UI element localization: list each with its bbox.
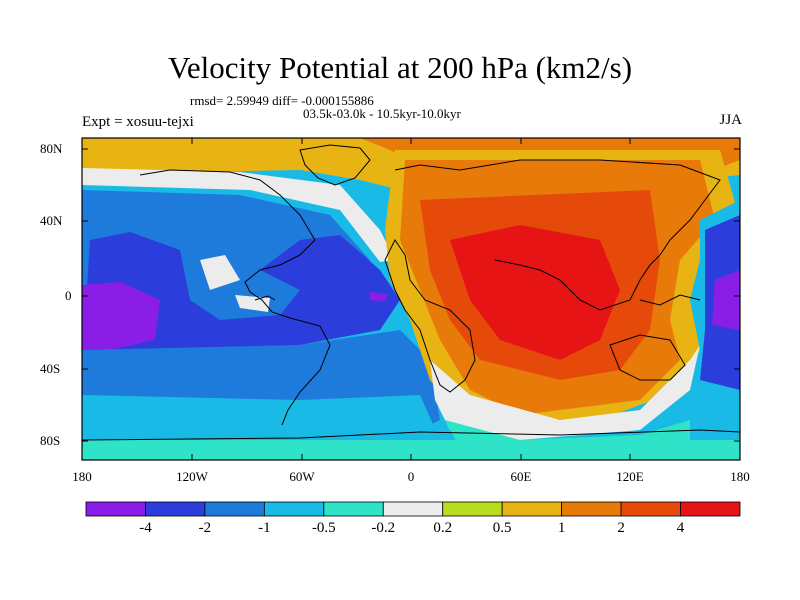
colorbar-swatch [382,501,444,517]
rmsd-stats: rmsd= 2.59949 diff= -0.000155886 [190,93,374,108]
axis-ticks [82,138,740,460]
x-tick-label: 180 [72,469,92,484]
colorbar-label: 0.5 [492,520,512,536]
colorbar-swatch [323,501,384,517]
colorbar-swatch [85,501,146,517]
y-tick-label: 80S [40,433,61,448]
x-tick-label: 120E [616,469,644,484]
x-tick-label: 60E [510,469,532,484]
x-tick-label: 120W [176,469,208,484]
colorbar-label: -0.5 [311,520,336,536]
season-label: JJA [719,112,742,128]
coastlines [82,144,740,441]
colorbar-swatch [204,501,265,517]
colorbar-label: -4 [139,520,152,536]
colorbar-label: -2 [198,520,212,536]
colorbar-label: 2 [617,520,625,536]
y-tick-label: 0 [65,288,72,303]
map-title: Velocity Potential at 200 hPa (km2/s) [167,50,633,85]
velocity-potential-field [82,138,740,460]
colorbar-label: 4 [676,520,685,536]
y-tick-label: 80N [40,141,63,156]
x-tick-label: 180 [730,469,750,484]
period-label: 03.5k-03.0k - 10.5kyr-10.0kyr [303,106,461,121]
colorbar-label: -0.2 [371,520,396,536]
colorbar-swatch [442,501,503,517]
colorbar-swatch [501,501,563,517]
colorbar-label: -1 [258,520,271,536]
x-tick-label: 0 [407,469,415,484]
colorbar-swatch [680,501,741,517]
x-tick-label: 60W [289,469,315,484]
colorbar-swatch [145,501,206,517]
colorbar-label: 1 [557,520,566,536]
colorbar [85,501,741,517]
colorbar-swatch [263,501,325,517]
colorbar-label: 0.2 [433,520,453,536]
y-tick-label: 40S [40,361,61,376]
colorbar-swatch [620,501,681,517]
y-tick-label: 40N [40,213,63,228]
colorbar-swatch [561,501,622,517]
experiment-label: Expt = xosuu-tejxi [82,114,194,130]
